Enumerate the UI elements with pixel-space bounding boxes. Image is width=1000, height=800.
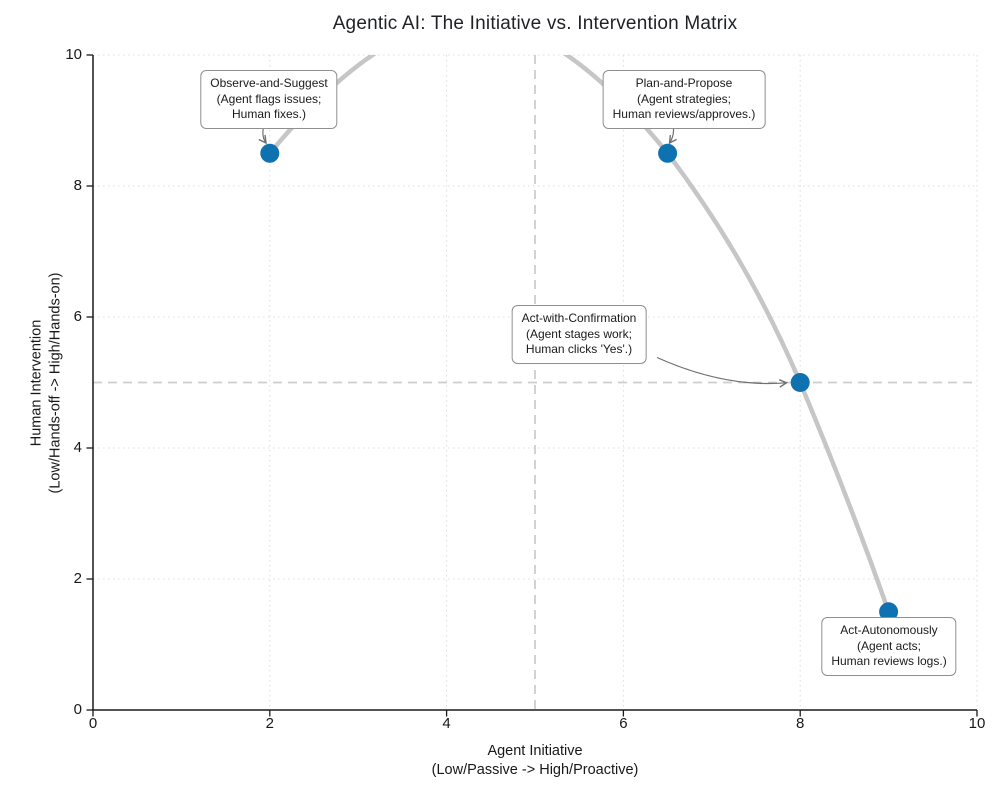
annotation-title: Act-with-Confirmation [521,311,637,325]
y-tick-label: 0 [73,701,82,718]
x-axis-label: Agent Initiative (Low/Passive -> High/Pr… [93,742,977,780]
annotation-detail: Human clicks 'Yes'.) [525,342,633,356]
y-tick-label: 2 [73,570,82,587]
annotation-title: Act-Autonomously [840,623,938,637]
annotation-plan-and-propose: Plan-and-Propose (Agent strategies; Huma… [602,70,766,129]
leader-act-with-confirmation [656,356,788,388]
annotation-detail: Human reviews logs.) [831,654,947,668]
chart-title: Agentic AI: The Initiative vs. Intervent… [332,13,738,34]
annotation-detail: Human fixes.) [231,107,307,121]
x-tick-label: 2 [265,715,274,732]
x-axis-label-line2: (Low/Passive -> High/Proactive) [431,762,639,778]
annotation-detail: (Agent flags issues; [216,91,322,106]
annotation-detail: (Agent acts; [856,638,922,653]
data-point [658,143,678,163]
x-tick-label: 0 [88,715,98,732]
tick-marks [86,54,978,717]
annotation-detail: (Agent strategies; [636,91,732,106]
annotation-detail: Human reviews/approves.) [612,107,756,121]
annotation-title: Observe-and-Suggest [210,76,328,90]
annotation-act-with-confirmation: Act-with-Confirmation (Agent stages work… [511,305,647,364]
y-axis-label-line1: Human Intervention [28,319,45,447]
grid-lines [93,54,978,710]
annotation-detail: (Agent stages work; [525,326,633,341]
x-tick-label: 4 [442,715,451,732]
y-axis-label: Human Intervention (Low/Hands-off -> Hig… [28,56,66,711]
y-tick-label: 6 [73,308,82,325]
x-tick-label: 8 [796,715,805,732]
data-points [260,143,899,622]
data-point [879,602,899,622]
data-point [260,143,280,163]
y-axis-label-line2: (Low/Hands-off -> High/Hands-on) [47,272,64,494]
x-tick-label: 6 [619,715,628,732]
y-tick-label: 8 [73,177,82,194]
quadrant-dividers [93,55,977,710]
y-tick-label: 4 [73,439,82,456]
x-axis-label-line1: Agent Initiative [487,743,583,759]
y-tick-label: 10 [65,46,82,63]
x-tick-label: 10 [968,715,986,732]
annotation-observe-and-suggest: Observe-and-Suggest (Agent flags issues;… [200,70,338,129]
data-point [790,373,810,392]
annotation-title: Plan-and-Propose [635,76,733,90]
annotation-act-autonomously: Act-Autonomously (Agent acts; Human revi… [821,617,957,676]
